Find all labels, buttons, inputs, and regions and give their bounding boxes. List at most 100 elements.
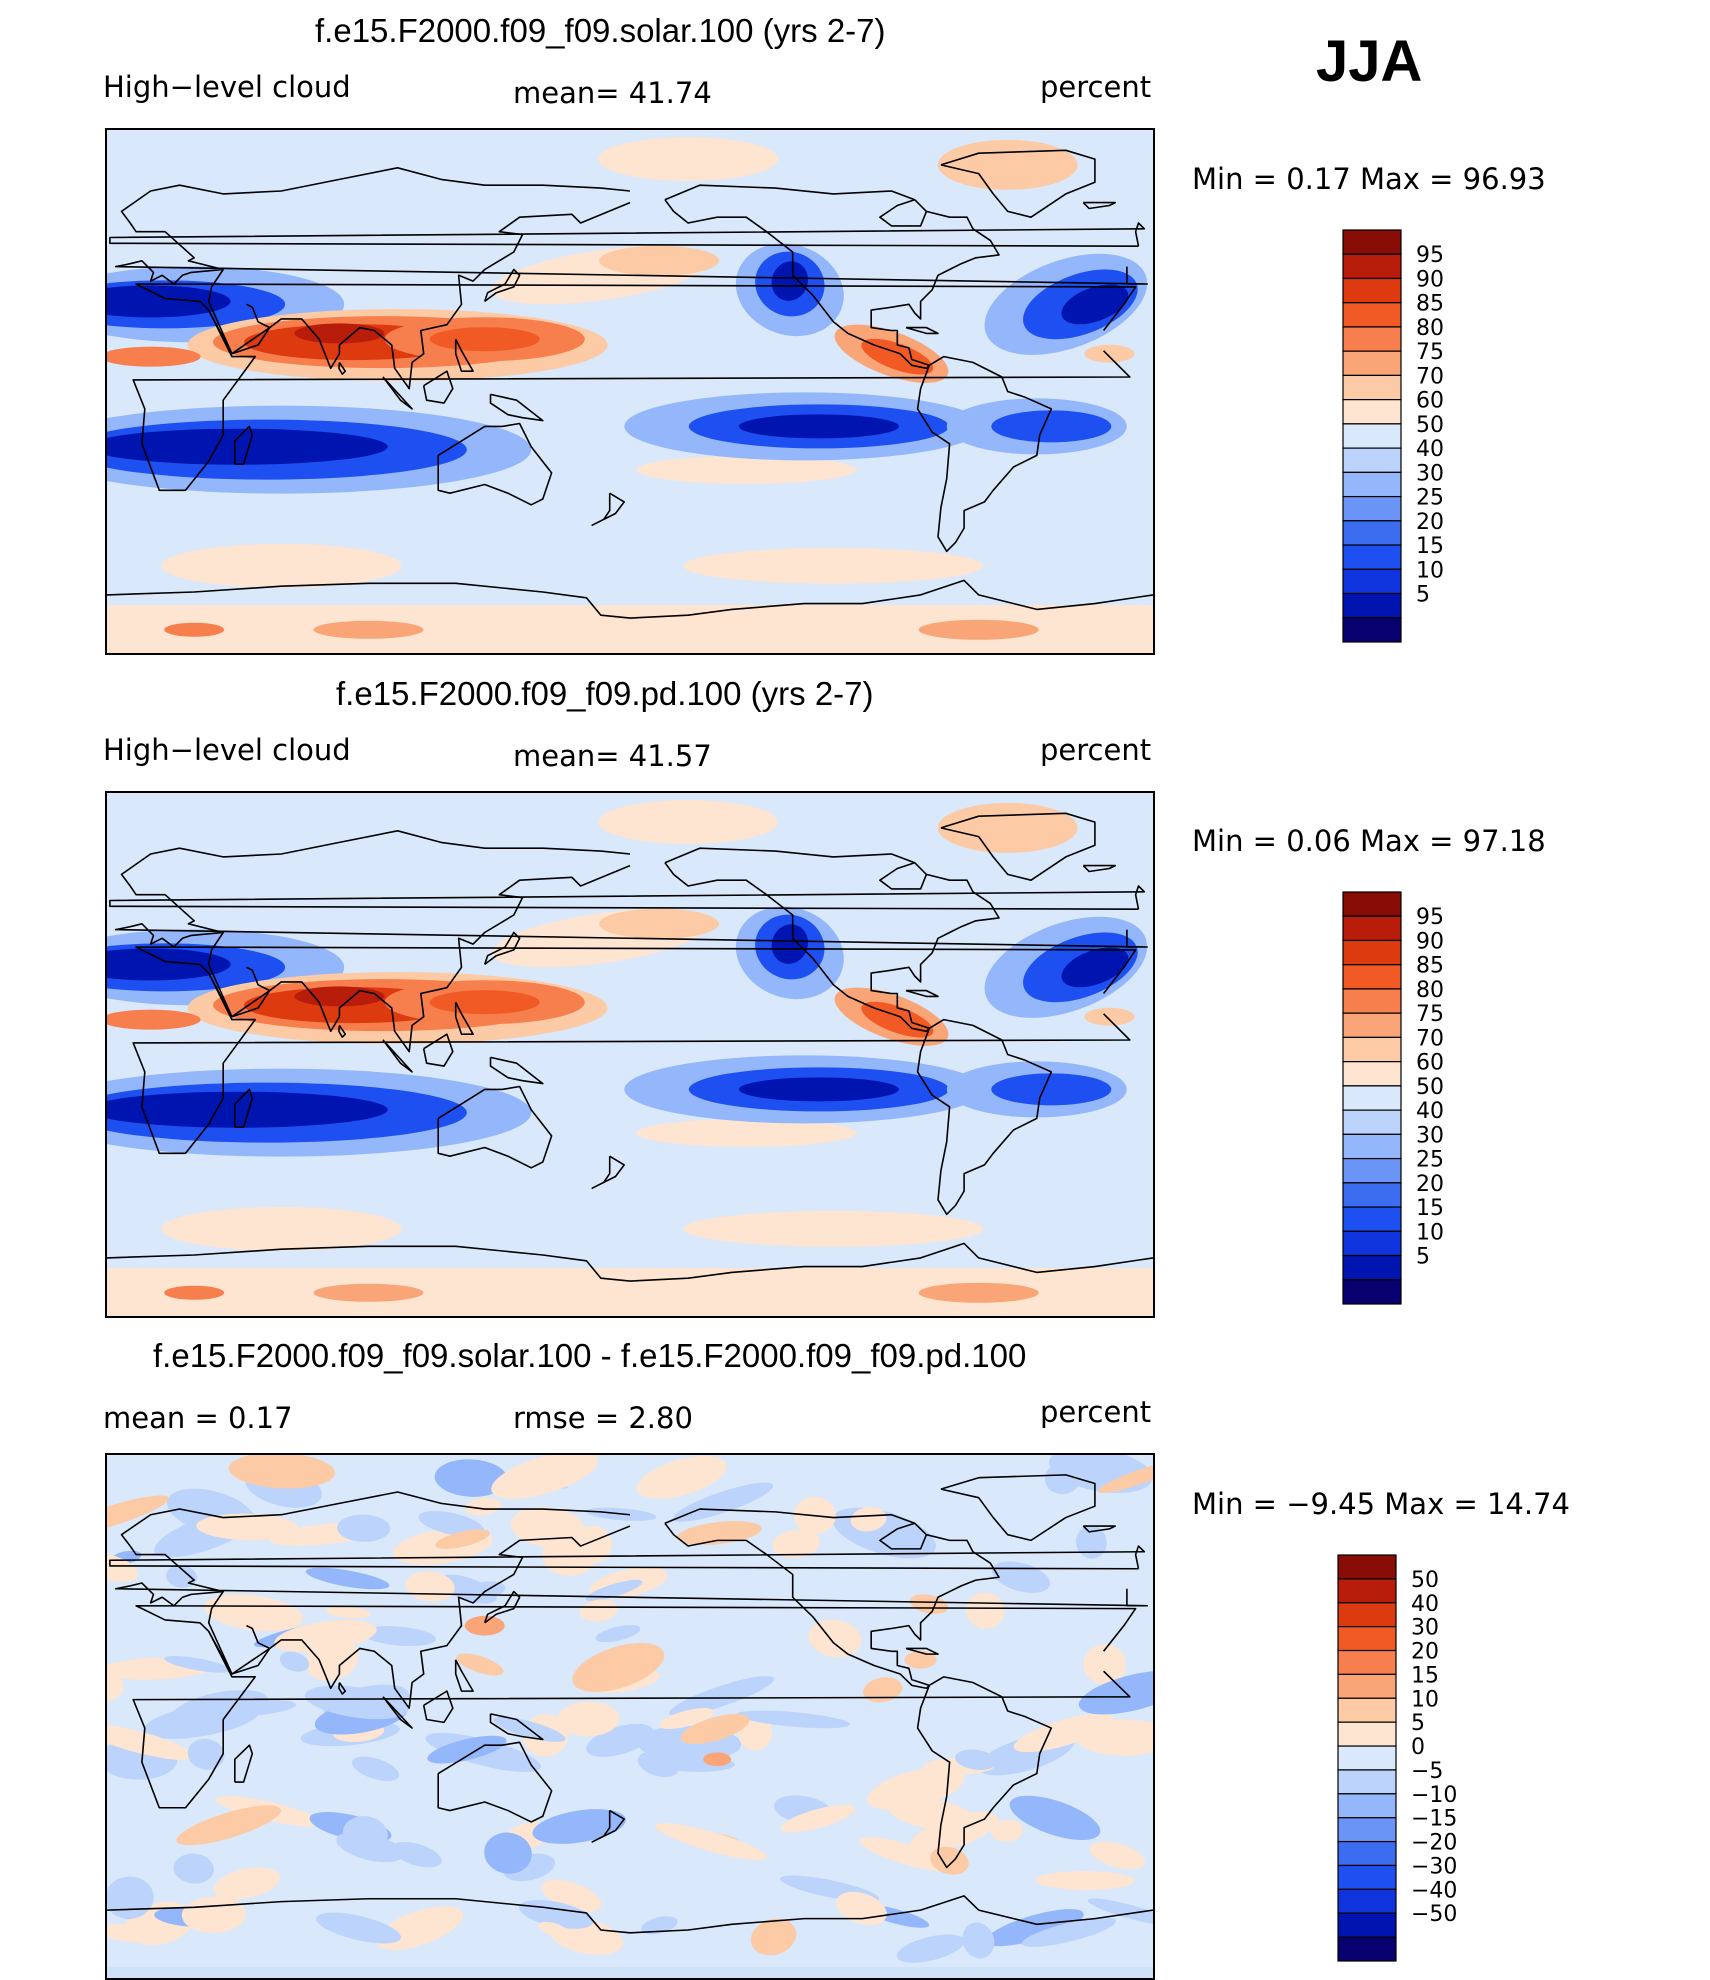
colorbar-label-11: 20 bbox=[1416, 1172, 1444, 1197]
colorbar-box-10 bbox=[1342, 1133, 1402, 1160]
colorbar-box-12 bbox=[1342, 1182, 1402, 1208]
colorbar-box-5 bbox=[1337, 1673, 1397, 1699]
diff-patch-132 bbox=[1078, 1670, 1153, 1715]
diff-patch-134 bbox=[867, 1767, 965, 1811]
south-atlantic-belt-mid bbox=[991, 1073, 1112, 1106]
colorbar-box-3 bbox=[1342, 964, 1402, 990]
india-sri-lanka bbox=[338, 1682, 347, 1695]
colorbar-label-6: 60 bbox=[1416, 1051, 1444, 1076]
colorbar-label-13: 10 bbox=[1416, 1220, 1444, 1245]
west-pacific-core bbox=[429, 990, 540, 1015]
colorbar-box-1 bbox=[1342, 915, 1402, 942]
south-indian-belt-core bbox=[107, 428, 388, 465]
colorbar-label-9: 30 bbox=[1416, 461, 1444, 486]
panel1-mean: mean= 41.74 bbox=[513, 76, 712, 110]
diff-patch-20 bbox=[532, 1809, 626, 1844]
colorbar-box-12 bbox=[1342, 520, 1402, 546]
colorbar-label-2: 85 bbox=[1416, 954, 1444, 979]
colorbar-label-6: 5 bbox=[1411, 1711, 1425, 1736]
diff-patch-18 bbox=[325, 1606, 371, 1619]
panel2-colorbar: 95 90 85 80 75 70 60 50 40 30 25 20 15 10 5 bbox=[1342, 891, 1492, 1307]
diff-patch-36 bbox=[985, 1909, 1084, 1947]
diff-patch-52 bbox=[641, 1916, 678, 1935]
diff-patch-32 bbox=[585, 1579, 643, 1602]
greenland-patch bbox=[937, 802, 1078, 853]
colorbar-box-3 bbox=[1337, 1626, 1397, 1652]
europe-coastline bbox=[114, 167, 1148, 285]
diff-patch-14 bbox=[669, 1676, 774, 1717]
diff-patch-109 bbox=[991, 1561, 1050, 1593]
africa-coastline bbox=[132, 283, 1137, 492]
colorbar-label-3: 20 bbox=[1411, 1640, 1439, 1665]
diff-patch-51 bbox=[337, 1514, 391, 1542]
diff-patch-94 bbox=[750, 1918, 797, 1956]
colorbar-box-11 bbox=[1337, 1817, 1397, 1843]
colorbar-label-2: 30 bbox=[1411, 1616, 1439, 1641]
uk-ireland bbox=[109, 222, 1146, 247]
diff-patch-112 bbox=[954, 1749, 998, 1770]
diff-patch-124 bbox=[342, 1815, 388, 1853]
colorbar-box-16 bbox=[1342, 1279, 1402, 1305]
diff-patch-95 bbox=[427, 1735, 507, 1764]
colorbar-label-9: 30 bbox=[1416, 1123, 1444, 1148]
colorbar-label-10: −15 bbox=[1411, 1807, 1457, 1832]
panel1-map bbox=[105, 128, 1155, 655]
colorbar-label-3: 80 bbox=[1416, 316, 1444, 341]
antarctica-coastline bbox=[107, 1242, 1153, 1282]
madagascar bbox=[234, 1744, 254, 1783]
panel3-map-svg bbox=[107, 1455, 1153, 1967]
diff-patch-126 bbox=[1021, 1917, 1116, 1947]
diff-patch-135 bbox=[484, 1832, 532, 1874]
diff-patch-59 bbox=[636, 1455, 727, 1499]
southern-ocean-patch-2 bbox=[683, 1210, 984, 1247]
diff-patch-57 bbox=[850, 1506, 887, 1532]
colorbar-box-14 bbox=[1342, 568, 1402, 595]
new-zealand bbox=[591, 1155, 625, 1189]
antarctic-core-2 bbox=[313, 620, 424, 639]
diff-patch-90 bbox=[456, 1653, 504, 1676]
diff-patch-64 bbox=[316, 1912, 401, 1944]
colorbar-label-6: 60 bbox=[1416, 389, 1444, 414]
diff-patch-77 bbox=[595, 1625, 641, 1643]
philippines bbox=[454, 338, 474, 372]
antarctic-core-3 bbox=[164, 1285, 225, 1300]
colorbar-label-7: 50 bbox=[1416, 1075, 1444, 1100]
colorbar-box-6 bbox=[1342, 374, 1402, 401]
colorbar-box-9 bbox=[1337, 1769, 1397, 1795]
colorbar-box-6 bbox=[1342, 1036, 1402, 1063]
greenland-coastline bbox=[940, 1474, 1096, 1542]
diff-patch-73 bbox=[274, 1619, 377, 1653]
colorbar-box-0 bbox=[1342, 229, 1402, 255]
india-sri-lanka bbox=[338, 1024, 347, 1038]
panel1-title: f.e15.F2000.f09_f09.solar.100 (yrs 2-7) bbox=[315, 12, 886, 49]
diff-patch-25 bbox=[1013, 1713, 1115, 1753]
colorbar-box-16 bbox=[1342, 617, 1402, 643]
diff-patch-48 bbox=[228, 1455, 335, 1489]
diff-patch-53 bbox=[418, 1510, 485, 1537]
diff-patch-129 bbox=[575, 1525, 612, 1564]
south-america-coastline bbox=[916, 1676, 1053, 1869]
colorbar-box-12 bbox=[1337, 1840, 1397, 1867]
diff-patch-58 bbox=[107, 1673, 124, 1701]
colorbar-label-13: 10 bbox=[1416, 558, 1444, 583]
iceland bbox=[1082, 1525, 1116, 1533]
colorbar-label-12: −30 bbox=[1411, 1854, 1457, 1879]
australia-coastline bbox=[437, 1085, 553, 1169]
panel2-units: percent bbox=[1040, 733, 1152, 767]
colorbar-label-7: 50 bbox=[1416, 413, 1444, 438]
colorbar-box-4 bbox=[1342, 326, 1402, 352]
diff-patch-79 bbox=[1083, 1644, 1127, 1685]
antarctica-coastline bbox=[107, 579, 1153, 619]
iceland bbox=[1082, 201, 1116, 210]
north-atlantic-belt-core bbox=[1061, 947, 1129, 988]
diff-patch-119 bbox=[655, 1823, 768, 1861]
panel2-minmax: Min = 0.06 Max = 97.18 bbox=[1192, 824, 1546, 858]
diff-patch-96 bbox=[204, 1594, 304, 1632]
panel3-mean: mean = 0.17 bbox=[103, 1401, 293, 1435]
diff-patch-21 bbox=[464, 1497, 501, 1516]
colorbar-label-3: 80 bbox=[1416, 978, 1444, 1003]
colorbar-label-14: −50 bbox=[1411, 1902, 1457, 1927]
colorbar-label-7: 0 bbox=[1411, 1735, 1425, 1760]
uk-ireland bbox=[109, 1545, 1146, 1570]
sumatra-borneo bbox=[382, 1696, 413, 1729]
